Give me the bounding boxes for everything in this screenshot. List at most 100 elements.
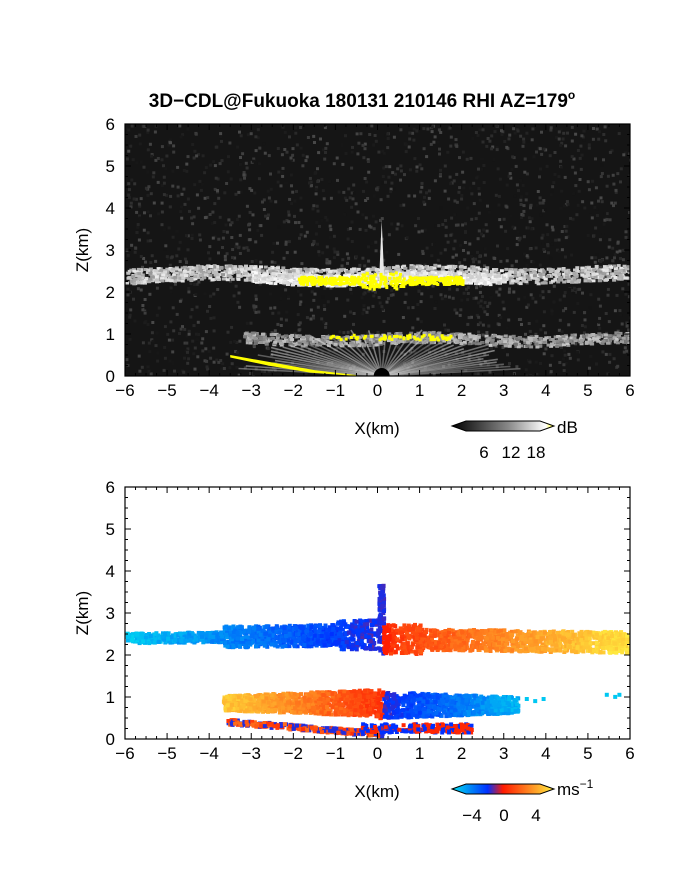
upper-layer-cell xyxy=(622,264,627,268)
upper-layer-core-cell xyxy=(445,270,450,274)
intensity-noise-cell xyxy=(590,256,594,260)
upper-layer-core-cell xyxy=(492,273,497,277)
intensity-noise-cell xyxy=(203,216,207,220)
intensity-noise-cell xyxy=(454,253,458,257)
intensity-noise-cell xyxy=(192,156,196,160)
upper-layer-cell xyxy=(532,274,537,278)
upper-layer-cell xyxy=(142,280,147,284)
intensity-noise-cell xyxy=(530,260,534,264)
lower-layer-cell xyxy=(550,338,555,341)
intensity-noise-cell xyxy=(439,168,442,172)
intensity-noise-cell xyxy=(477,167,480,171)
saturated-cell xyxy=(395,287,399,291)
intensity-noise-cell xyxy=(389,187,393,191)
intensity-noise-cell xyxy=(279,297,283,301)
saturated-cell xyxy=(323,280,327,284)
intensity-noise-cell xyxy=(433,179,437,183)
upper-layer-cell xyxy=(126,276,131,280)
saturated-cell xyxy=(422,282,426,286)
intensity-noise-cell xyxy=(558,298,562,302)
upper-layer-cell xyxy=(239,265,244,269)
intensity-noise-cell xyxy=(589,213,593,217)
upper-layer-cell xyxy=(177,272,182,276)
upper-layer-cell xyxy=(246,277,250,281)
intensity-noise-cell xyxy=(251,159,255,163)
intensity-noise-cell xyxy=(591,179,595,183)
intensity-noise-cell xyxy=(550,354,554,358)
intensity-noise-cell xyxy=(432,372,436,376)
intensity-noise-cell xyxy=(187,357,191,361)
intensity-noise-cell xyxy=(627,295,630,299)
intensity-noise-cell xyxy=(254,294,258,298)
saturated-cell xyxy=(374,283,378,287)
lower-layer-cell xyxy=(474,342,479,346)
upper-layer-cell xyxy=(160,277,165,281)
lower-layer-cell xyxy=(375,336,380,340)
intensity-noise-cell xyxy=(151,175,155,179)
lower-layer-cell xyxy=(318,339,323,343)
upper-layer-cell xyxy=(221,277,226,281)
intensity-noise-cell xyxy=(549,370,553,374)
intensity-noise-cell xyxy=(363,264,367,268)
intensity-noise-cell xyxy=(314,358,318,362)
intensity-noise-cell xyxy=(217,360,221,364)
intensity-noise-cell xyxy=(486,204,489,208)
upper-layer-cell xyxy=(154,269,159,273)
intensity-noise-cell xyxy=(443,297,447,301)
intensity-noise-cell xyxy=(583,311,587,315)
lower-layer-cell xyxy=(366,334,371,338)
upper-layer-cell xyxy=(190,272,195,276)
upper-layer-cell xyxy=(217,273,222,277)
lower-layer-cell xyxy=(426,337,431,341)
upper-layer-core-cell xyxy=(452,272,457,276)
intensity-noise-cell xyxy=(269,199,273,203)
lower-layer-cell xyxy=(558,343,563,347)
intensity-noise-cell xyxy=(354,255,358,259)
intensity-noise-cell xyxy=(481,234,485,238)
intensity-noise-cell xyxy=(187,332,191,336)
lower-layer-cell xyxy=(425,332,430,336)
intensity-noise-cell xyxy=(615,293,619,297)
intensity-noise-cell xyxy=(201,154,205,158)
intensity-noise-cell xyxy=(252,343,256,347)
intensity-noise-cell xyxy=(607,245,611,249)
lower-layer-cell xyxy=(309,340,314,344)
lower-layer-cell xyxy=(556,335,561,338)
lower-layer-cell xyxy=(490,338,495,342)
upper-layer-core-cell xyxy=(465,278,470,282)
saturated-cell xyxy=(384,336,388,340)
saturated-cell xyxy=(330,276,334,280)
intensity-noise-cell xyxy=(408,168,412,172)
intensity-noise-cell xyxy=(524,332,527,336)
saturated-cell xyxy=(358,278,362,281)
intensity-noise-cell xyxy=(613,256,616,260)
intensity-noise-cell xyxy=(143,321,147,325)
saturated-cell xyxy=(396,276,399,280)
intensity-noise-cell xyxy=(502,217,506,221)
upper-layer-cell xyxy=(165,267,170,271)
lower-layer-cell xyxy=(378,340,383,344)
intensity-noise-cell xyxy=(576,350,579,354)
intensity-noise-cell xyxy=(321,189,325,193)
upper-layer-cell xyxy=(541,272,546,276)
upper-layer-cell xyxy=(426,267,431,271)
intensity-noise-cell xyxy=(236,300,240,304)
intensity-noise-cell xyxy=(232,294,236,298)
intensity-noise-cell xyxy=(297,221,301,224)
intensity-noise-cell xyxy=(419,300,423,304)
intensity-noise-cell xyxy=(290,158,293,162)
upper-layer-cell xyxy=(374,268,379,271)
upper-layer-core-cell xyxy=(377,276,382,280)
intensity-noise-cell xyxy=(446,328,450,332)
intensity-noise-cell xyxy=(207,349,211,353)
intensity-noise-cell xyxy=(420,185,424,189)
ray-streak xyxy=(347,336,383,376)
intensity-noise-cell xyxy=(370,242,374,246)
intensity-noise-cell xyxy=(476,323,480,327)
intensity-noise-cell xyxy=(214,145,218,149)
intensity-noise-cell xyxy=(570,125,574,129)
intensity-noise-cell xyxy=(281,125,285,129)
intensity-noise-cell xyxy=(557,250,561,254)
saturated-cell xyxy=(307,276,311,279)
intensity-noise-cell xyxy=(163,248,167,251)
